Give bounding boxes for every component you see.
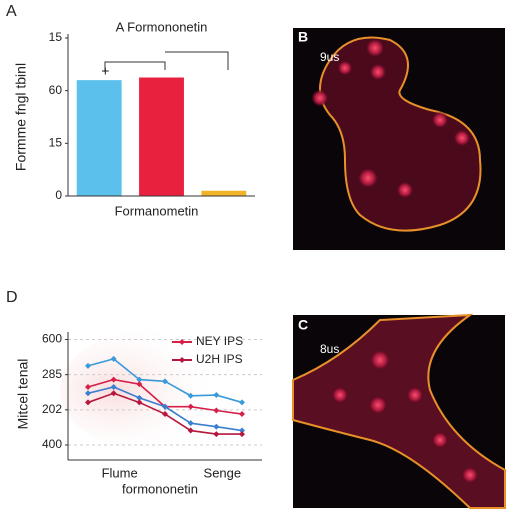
point bbox=[162, 411, 168, 418]
bar bbox=[76, 80, 122, 196]
chart-title: A Formononetin bbox=[116, 19, 208, 34]
point bbox=[85, 390, 91, 397]
point bbox=[85, 383, 91, 390]
point bbox=[187, 392, 194, 399]
cell-outline bbox=[292, 313, 506, 509]
point bbox=[162, 403, 168, 410]
panel-label-b: B bbox=[298, 29, 308, 45]
legend-label: U2H IPS bbox=[196, 352, 243, 366]
y-axis-label: Mitcel tenal bbox=[15, 359, 31, 430]
point bbox=[162, 378, 168, 385]
legend-marker bbox=[179, 339, 185, 345]
point bbox=[213, 392, 220, 399]
caption-b: 9us bbox=[320, 50, 339, 64]
point bbox=[136, 399, 143, 406]
annotation: + bbox=[101, 63, 109, 79]
point bbox=[187, 403, 194, 410]
point bbox=[239, 431, 245, 438]
panel-label-c: C bbox=[298, 317, 308, 333]
point bbox=[187, 420, 194, 427]
point bbox=[85, 399, 91, 406]
legend-marker bbox=[179, 357, 185, 363]
point bbox=[213, 423, 220, 430]
point bbox=[110, 390, 117, 397]
point bbox=[187, 427, 194, 434]
y-tick-label: 60 bbox=[49, 83, 63, 97]
y-tick-label: 0 bbox=[55, 188, 62, 202]
legend-label: NEY IPS bbox=[196, 334, 243, 348]
point bbox=[110, 355, 117, 362]
nuclei bbox=[331, 349, 479, 484]
point bbox=[110, 383, 117, 390]
point bbox=[239, 427, 245, 434]
x-axis-label: Formanometin bbox=[115, 203, 199, 218]
y-tick-label: 15 bbox=[49, 136, 63, 150]
point bbox=[239, 411, 245, 418]
x-tick-label: Senge bbox=[204, 465, 242, 480]
panel-label-d: D bbox=[6, 289, 18, 306]
nuclei bbox=[311, 38, 471, 199]
bracket bbox=[104, 51, 229, 72]
haze bbox=[60, 330, 240, 450]
y-tick-label: 15 bbox=[49, 30, 63, 44]
caption-c: 8us bbox=[320, 342, 339, 356]
point bbox=[136, 381, 143, 388]
bar bbox=[201, 190, 247, 196]
x-tick-label: Flume bbox=[102, 465, 138, 480]
y-tick-label: 600 bbox=[42, 332, 62, 346]
point bbox=[136, 394, 143, 401]
y-axis-label: Formme fngl tbinl bbox=[13, 63, 29, 171]
point bbox=[239, 399, 245, 406]
y-tick-label: 202 bbox=[42, 402, 62, 416]
point bbox=[85, 362, 91, 369]
y-tick-label: 400 bbox=[42, 437, 62, 451]
point bbox=[213, 431, 220, 438]
point bbox=[136, 376, 143, 383]
panel-label-a: A bbox=[6, 3, 17, 20]
bar bbox=[139, 77, 184, 196]
point bbox=[213, 407, 220, 414]
y-tick-label: 285 bbox=[42, 367, 62, 381]
point bbox=[110, 376, 117, 383]
x-axis-label: formononetin bbox=[122, 481, 198, 496]
